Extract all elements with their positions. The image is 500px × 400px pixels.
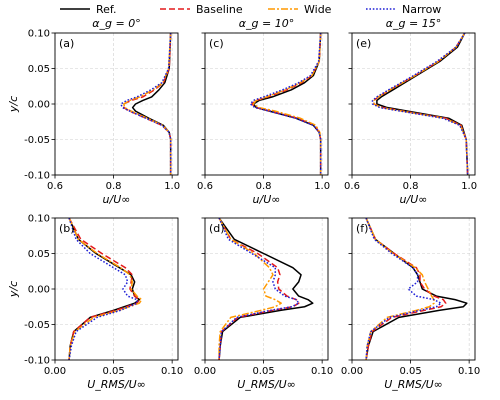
y-tick-label: -0.05 xyxy=(24,135,50,146)
panel-letter: (a) xyxy=(59,37,74,50)
x-axis-label: U_RMS/U∞ xyxy=(87,378,146,391)
panel-e: 0.6 0.8 1.0 (e) α_g = 15° u/U∞ xyxy=(344,17,477,206)
y-tick-label: 0.10 xyxy=(28,214,50,225)
x-tick-label: 0.05 xyxy=(399,366,421,377)
series-line-wide xyxy=(252,33,322,175)
x-tick-label: 0.10 xyxy=(311,366,333,377)
y-tick-label: 0.10 xyxy=(28,29,50,40)
x-tick-label: 0.6 xyxy=(344,181,360,192)
grid xyxy=(351,32,475,176)
panel-letter: (b) xyxy=(59,222,75,235)
x-axis-label: U_RMS/U∞ xyxy=(384,378,443,391)
panel-title: α_g = 10° xyxy=(239,17,294,30)
series-group xyxy=(218,218,314,360)
panel-f: 0.00 0.05 0.10 (f) U_RMS/U∞ xyxy=(341,217,480,391)
series-line-baseline xyxy=(68,218,141,360)
y-tick-label: -0.05 xyxy=(24,320,50,331)
series-group xyxy=(249,33,322,175)
series-line-ref xyxy=(68,218,141,360)
x-tick-label: 0.6 xyxy=(197,181,213,192)
x-tick-label: 0.10 xyxy=(161,366,183,377)
legend-label-1: Baseline xyxy=(196,3,243,16)
x-tick-label: 0.00 xyxy=(341,366,363,377)
series-group xyxy=(120,33,172,175)
series-group xyxy=(365,218,468,360)
x-tick-label: 1.0 xyxy=(314,181,330,192)
grid xyxy=(204,217,328,361)
panel-letter: (d) xyxy=(209,222,225,235)
x-tick-label: 0.8 xyxy=(403,181,419,192)
panel-letter: (f) xyxy=(356,222,368,235)
y-tick-label: 0.05 xyxy=(28,249,50,260)
x-axis-label: u/U∞ xyxy=(400,193,428,206)
y-tick-label: 0.05 xyxy=(28,64,50,75)
x-tick-label: 0.05 xyxy=(252,366,274,377)
y-tick-label: 0.00 xyxy=(28,285,50,296)
x-axis-label: U_RMS/U∞ xyxy=(237,378,296,391)
y-axis-label: y/c xyxy=(7,96,20,113)
series-line-narrow xyxy=(371,33,469,175)
grid xyxy=(54,217,178,361)
panel-title: α_g = 0° xyxy=(92,17,140,30)
panel-d: 0.00 0.05 0.10 (d) U_RMS/U∞ xyxy=(194,217,333,391)
x-axis-label: u/U∞ xyxy=(253,193,281,206)
panel-c: 0.6 0.8 1.0 (c) α_g = 10° u/U∞ xyxy=(197,17,330,206)
legend-label-2: Wide xyxy=(304,3,332,16)
panels: 0.6 0.8 1.0 -0.10 -0.05 0.00 0.05 0.10 (a) α_g = … xyxy=(7,17,480,391)
panel-title: α_g = 15° xyxy=(386,17,441,30)
series-line-ref xyxy=(376,33,469,175)
series-line-narrow xyxy=(249,33,322,175)
x-tick-label: 1.0 xyxy=(164,181,180,192)
series-line-narrow xyxy=(120,33,172,175)
x-tick-label: 1.0 xyxy=(461,181,477,192)
grid xyxy=(204,32,328,176)
series-group xyxy=(68,218,143,360)
grid xyxy=(54,32,178,176)
y-axis-label: y/c xyxy=(7,281,20,298)
x-axis-label: u/U∞ xyxy=(103,193,131,206)
x-tick-label: 0.00 xyxy=(44,366,66,377)
panel-b: 0.00 0.05 0.10 -0.10 -0.05 0.00 0.05 0.10 (b) U_R… xyxy=(7,214,183,392)
y-tick-label: 0.00 xyxy=(28,100,50,111)
legend-label-3: Narrow xyxy=(402,3,441,16)
legend-label-0: Ref. xyxy=(96,3,117,16)
x-tick-label: 0.05 xyxy=(102,366,124,377)
series-group xyxy=(371,33,469,175)
x-tick-label: 0.10 xyxy=(458,366,480,377)
x-tick-label: 0.8 xyxy=(106,181,122,192)
x-tick-label: 0.00 xyxy=(194,366,216,377)
legend: Ref. Baseline Wide Narrow xyxy=(60,3,441,16)
series-line-ref xyxy=(365,218,468,360)
series-line-narrow xyxy=(365,218,442,360)
series-line-ref xyxy=(218,218,314,360)
y-tick-label: -0.10 xyxy=(24,356,50,367)
panel-a: 0.6 0.8 1.0 -0.10 -0.05 0.00 0.05 0.10 (a) α_g = … xyxy=(7,17,180,206)
x-tick-label: 0.6 xyxy=(47,181,63,192)
series-line-baseline xyxy=(365,218,447,360)
panel-letter: (c) xyxy=(209,37,224,50)
series-line-wide xyxy=(218,218,282,360)
y-tick-label: -0.10 xyxy=(24,171,50,182)
panel-letter: (e) xyxy=(356,37,371,50)
x-tick-label: 0.8 xyxy=(256,181,272,192)
series-line-narrow xyxy=(68,218,138,360)
series-line-wide xyxy=(68,218,143,360)
